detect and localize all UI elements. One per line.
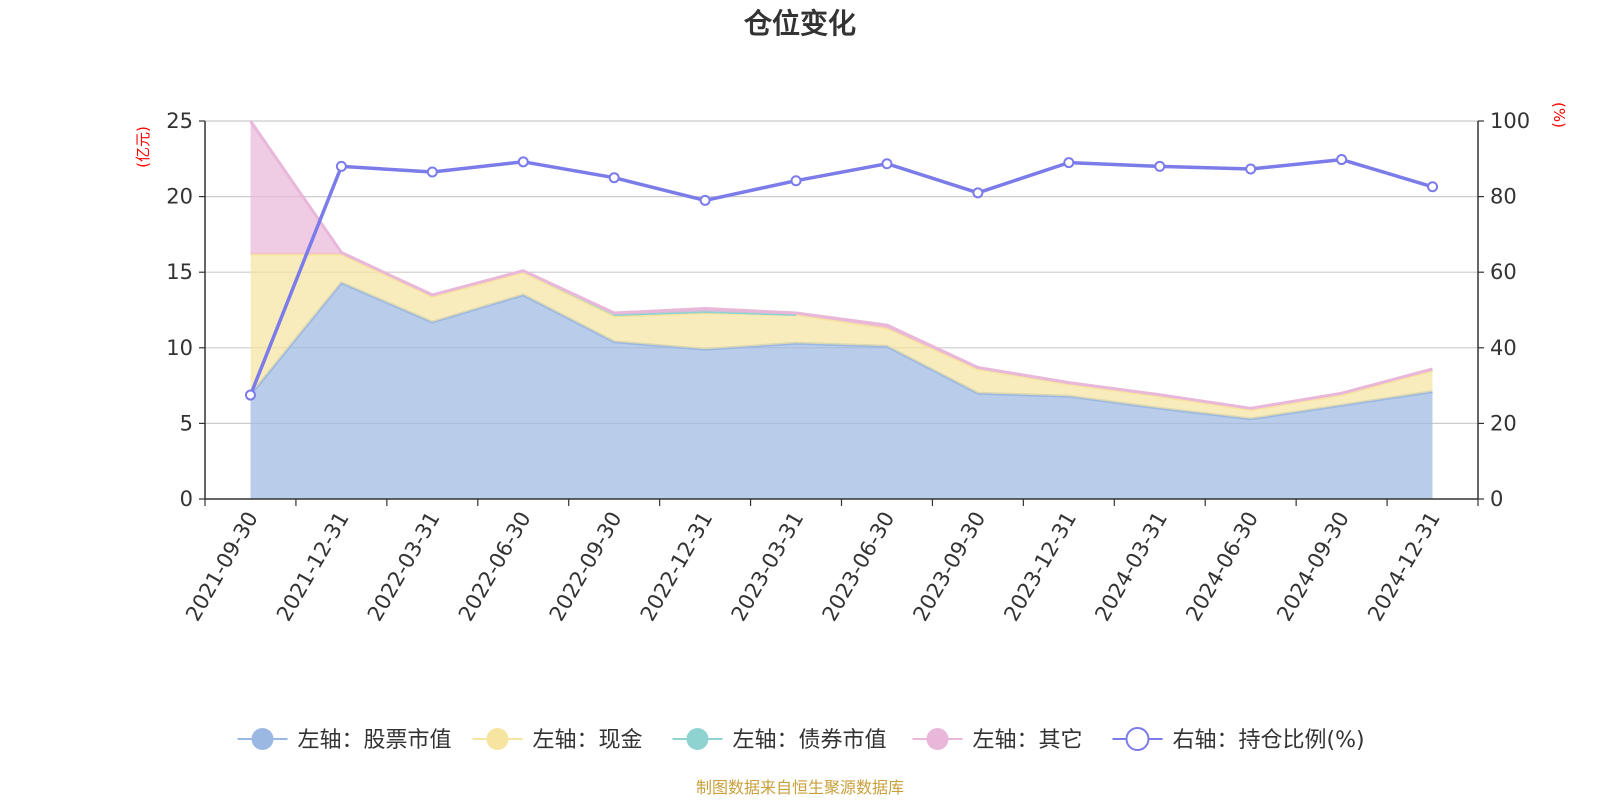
legend-label: 左轴：债券市值 <box>733 728 887 753</box>
right-axis-unit: (%) <box>1550 102 1568 128</box>
x-axis-tick-label: 2022-03-31 <box>363 508 445 626</box>
x-axis-tick-label: 2022-12-31 <box>636 508 718 626</box>
left-axis-tick-label: 5 <box>180 411 193 435</box>
ratio-point <box>608 172 620 184</box>
ratio-point <box>517 156 529 168</box>
ratio-line <box>248 157 1434 396</box>
ratio-point <box>1063 157 1075 169</box>
stacked-areas <box>249 120 1433 499</box>
x-axis-tick-label: 2024-12-31 <box>1363 508 1445 626</box>
ratio-line-series <box>244 154 1439 401</box>
legend-item-3[interactable]: 左轴：其它 <box>912 728 1083 753</box>
left-axis-tick-label: 10 <box>166 336 193 360</box>
legend-item-0[interactable]: 左轴：股票市值 <box>237 728 452 753</box>
area-series-3-edge <box>249 120 1433 410</box>
ratio-point <box>1154 160 1166 172</box>
left-axis-tick-label: 20 <box>166 185 193 209</box>
x-axis-tick-label: 2024-09-30 <box>1272 508 1354 626</box>
ratio-point <box>426 166 438 178</box>
legend-label: 左轴：现金 <box>533 728 643 753</box>
x-axis-tick-label: 2022-06-30 <box>454 508 536 626</box>
legend-item-1[interactable]: 左轴：现金 <box>472 728 643 753</box>
ratio-point <box>699 194 711 206</box>
right-axis-tick-label: 20 <box>1490 411 1517 435</box>
legend-item-4[interactable]: 右轴：持仓比例(%) <box>1112 727 1365 753</box>
x-axis-tick-label: 2024-03-31 <box>1090 508 1172 626</box>
ratio-point <box>1427 181 1439 193</box>
ratio-point <box>1245 163 1257 175</box>
ratio-point <box>881 158 893 170</box>
ratio-point <box>790 175 802 187</box>
ratio-point <box>972 187 984 199</box>
x-axis-tick-label: 2024-06-30 <box>1181 508 1263 626</box>
ratio-point <box>244 389 256 401</box>
x-axis-tick-label: 2021-09-30 <box>181 508 263 626</box>
left-axis-tick-label: 25 <box>166 109 193 133</box>
ratio-point <box>1336 154 1348 166</box>
legend-circle-icon <box>926 728 949 750</box>
x-axis-tick-label: 2021-12-31 <box>272 508 354 626</box>
area-series-0 <box>250 282 1433 499</box>
x-axis-tick-label: 2023-09-30 <box>908 508 990 626</box>
x-axis-tick-label: 2023-06-30 <box>817 508 899 626</box>
area-series-1 <box>250 254 1433 419</box>
left-axis-tick-label: 0 <box>180 487 193 511</box>
legend-item-2[interactable]: 左轴：债券市值 <box>672 728 887 753</box>
right-axis-tick-label: 100 <box>1490 109 1530 133</box>
legend-label: 左轴：股票市值 <box>298 728 452 753</box>
x-axis-tick-label: 2022-09-30 <box>545 508 627 626</box>
legend-label: 左轴：其它 <box>973 728 1083 753</box>
legend-hollow-circle-icon <box>1125 727 1150 751</box>
source-note: 制图数据来自恒生聚源数据库 <box>696 778 904 797</box>
left-axis-unit: (亿元) <box>134 126 152 168</box>
right-axis-tick-label: 40 <box>1490 336 1517 360</box>
legend-circle-icon <box>251 728 274 750</box>
right-axis-tick-label: 60 <box>1490 260 1517 284</box>
chart-title: 仓位变化 <box>744 7 856 40</box>
legend-circle-icon <box>486 728 509 750</box>
ratio-point <box>335 160 347 172</box>
left-axis-tick-label: 15 <box>166 260 193 284</box>
legend: 左轴：股票市值 左轴：现金 左轴：债券市值 左轴：其它 右轴：持仓比例(%) <box>237 727 1365 753</box>
right-axis-tick-label: 80 <box>1490 185 1517 209</box>
legend-label: 右轴：持仓比例(%) <box>1173 728 1365 753</box>
x-axis-tick-label: 2023-03-31 <box>727 508 809 626</box>
legend-circle-icon <box>686 728 709 750</box>
x-axis-tick-label: 2023-12-31 <box>999 508 1081 626</box>
right-axis-tick-label: 0 <box>1490 487 1503 511</box>
